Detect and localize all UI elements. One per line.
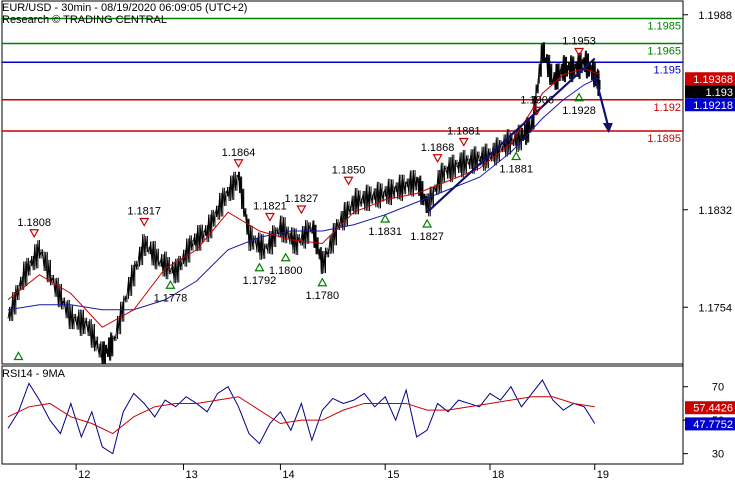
swing-high-label-7: 1.1881 bbox=[447, 126, 481, 138]
swing-high-marker-7 bbox=[458, 137, 469, 147]
swing-high-marker-1 bbox=[139, 217, 150, 227]
price-tag-bg-2 bbox=[685, 98, 735, 112]
swing-low-marker-8 bbox=[511, 151, 522, 161]
swing-high-label-4: 1.1827 bbox=[285, 193, 319, 205]
x-tick-label-0: 12 bbox=[78, 469, 90, 480]
rsi-line bbox=[7, 379, 596, 455]
swing-low-label-1: 1.1709 bbox=[91, 379, 125, 391]
swing-high-label-3: 1.1821 bbox=[253, 201, 287, 213]
swing-high-label-2: 1.1864 bbox=[222, 147, 256, 159]
y-tick-label-1: 1.1832 bbox=[698, 205, 732, 217]
chart-title: EUR/USD - 30min - 08/19/2020 06:09:05 (U… bbox=[2, 2, 248, 14]
swing-low-label-7: 1.1827 bbox=[410, 231, 444, 243]
rsi-tag-bg-1 bbox=[685, 417, 735, 431]
swing-high-label-5: 1.1850 bbox=[332, 164, 366, 176]
swing-high-marker-4 bbox=[296, 205, 307, 215]
trendline-0 bbox=[426, 57, 596, 214]
swing-low-marker-5 bbox=[317, 277, 328, 287]
swing-high-marker-6 bbox=[432, 154, 443, 163]
x-tick-label-4: 18 bbox=[492, 469, 504, 480]
x-tick-label-3: 15 bbox=[387, 469, 399, 480]
price-tag-1: 1.193 bbox=[705, 87, 733, 99]
rsi-y-tick-label-2: 30 bbox=[712, 449, 724, 461]
swing-low-label-8: 1.1881 bbox=[499, 164, 533, 176]
rsi-panel-frame bbox=[1, 365, 684, 465]
rsi-tag-1: 47.7752 bbox=[693, 419, 733, 431]
swing-low-marker-4 bbox=[280, 252, 291, 262]
swing-low-label-4: 1.1800 bbox=[269, 265, 303, 277]
swing-low-label-2: 1.1778 bbox=[154, 292, 188, 304]
swing-high-marker-9 bbox=[574, 47, 585, 57]
price-tag-2: 1.19218 bbox=[693, 100, 733, 112]
swing-low-label-0: 1.1721 bbox=[2, 364, 36, 376]
rsi-tag-bg-0 bbox=[685, 401, 735, 415]
swing-low-marker-3 bbox=[254, 262, 265, 272]
price-line bbox=[7, 44, 601, 364]
swing-high-label-8: 1.1906 bbox=[520, 94, 554, 106]
y-tick-label-2: 1.1754 bbox=[698, 302, 732, 314]
ma-fast-line bbox=[7, 67, 601, 328]
swing-low-marker-6 bbox=[380, 213, 391, 223]
y-tick-label-0: 1.1988 bbox=[698, 10, 732, 22]
forecast-arrow-shaft bbox=[593, 74, 609, 126]
rsi-title: RSI14 - 9MA bbox=[2, 368, 65, 380]
swing-low-marker-0 bbox=[13, 351, 24, 361]
level-label-1: 1.1965 bbox=[647, 46, 681, 58]
swing-low-marker-7 bbox=[422, 218, 433, 228]
forecast-arrow-head bbox=[602, 123, 613, 133]
level-label-3: 1.192 bbox=[653, 102, 681, 114]
rsi-tag-0: 57.4426 bbox=[693, 403, 733, 415]
level-label-0: 1.1985 bbox=[647, 21, 681, 33]
price-tag-bg-1 bbox=[685, 85, 735, 99]
swing-high-label-6: 1.1868 bbox=[421, 142, 455, 154]
x-tick-label-2: 14 bbox=[282, 469, 294, 480]
swing-low-label-6: 1.1831 bbox=[368, 226, 402, 238]
swing-low-marker-2 bbox=[165, 280, 176, 289]
price-tag-0: 1.19368 bbox=[693, 74, 733, 86]
swing-low-marker-1 bbox=[104, 368, 112, 375]
swing-high-marker-5 bbox=[343, 176, 354, 186]
swing-high-marker-8 bbox=[532, 106, 543, 116]
swing-low-label-5: 1.1780 bbox=[306, 290, 340, 302]
rsi-ma-line bbox=[7, 396, 595, 435]
swing-low-label-9: 1.1928 bbox=[562, 105, 596, 117]
level-label-2: 1.195 bbox=[653, 64, 681, 76]
x-tick-label-5: 19 bbox=[597, 469, 609, 480]
swing-high-label-1: 1.1817 bbox=[127, 206, 161, 218]
swing-high-label-9: 1.1953 bbox=[562, 36, 596, 48]
swing-low-marker-9 bbox=[574, 92, 585, 102]
swing-high-marker-2 bbox=[233, 159, 244, 168]
x-tick-label-1: 13 bbox=[186, 469, 198, 480]
swing-low-label-3: 1.1792 bbox=[243, 275, 277, 287]
swing-high-label-0: 1.1808 bbox=[17, 217, 51, 229]
level-label-4: 1.1895 bbox=[647, 133, 681, 145]
swing-high-marker-3 bbox=[264, 212, 275, 222]
chart-source: Research © TRADING CENTRAL bbox=[2, 14, 167, 26]
ma-slow-line bbox=[7, 76, 601, 311]
rsi-y-tick-label-0: 70 bbox=[712, 382, 724, 394]
swing-high-marker-0 bbox=[29, 229, 40, 238]
price-tag-bg-0 bbox=[685, 72, 735, 86]
